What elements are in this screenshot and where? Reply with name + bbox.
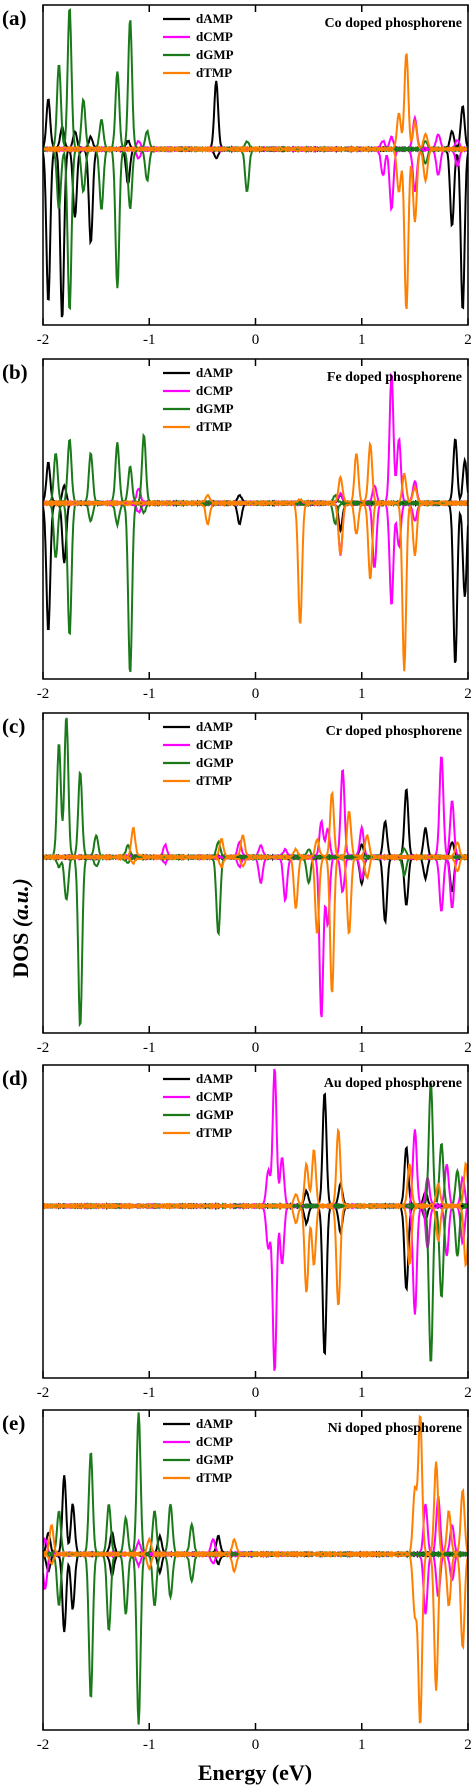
panel-a: -2 -1 0 1 2 (a) Co doped phosphorene dAMP dCMP dG…: [2, 4, 472, 348]
legend-entry: dTMP: [196, 1125, 232, 1140]
x-tick-label: 0: [252, 1040, 260, 1056]
series-dAMP-down: [43, 854, 468, 926]
x-tick-label: 2: [464, 332, 472, 348]
panel-letter: (c): [2, 714, 25, 738]
series-dTMP-down: [43, 500, 468, 672]
legend-entry: dTMP: [196, 419, 232, 434]
x-tick-label: 2: [464, 686, 472, 702]
series-dGMP-down: [43, 500, 468, 673]
series-dGMP-down: [43, 1551, 468, 1725]
legend-entry: dCMP: [196, 1089, 233, 1104]
panel-d: -2 -1 0 1 2 (d) Au doped phosphorene dAMP dCMP dG…: [2, 1064, 472, 1401]
series-dCMP-down: [43, 500, 468, 605]
series-dTMP-down: [43, 1203, 468, 1306]
series-dTMP-up: [43, 53, 468, 151]
panel-letter: (a): [2, 6, 27, 30]
x-tick-label: -1: [143, 1737, 156, 1753]
panel-title: Au doped phosphorene: [324, 1076, 462, 1091]
x-tick-label: 1: [358, 686, 366, 702]
legend-entry: dAMP: [196, 1071, 233, 1086]
series-dAMP-up: [43, 788, 468, 859]
x-tick-label: 1: [358, 1040, 366, 1056]
panel-title: Ni doped phosphorene: [328, 1421, 462, 1436]
legend-entry: dAMP: [196, 719, 233, 734]
legend-entry: dCMP: [196, 29, 233, 44]
legend-entry: dCMP: [196, 383, 233, 398]
series-dCMP-up: [43, 114, 468, 152]
x-tick-label: -1: [143, 1385, 156, 1401]
x-tick-label: 0: [252, 1385, 260, 1401]
panel-b: -2 -1 0 1 2 (b) Fe doped phosphorene dAMP dCMP dG…: [2, 358, 472, 702]
series-dAMP-down: [43, 1203, 468, 1356]
x-tick-label: 0: [252, 332, 260, 348]
x-tick-label: 2: [464, 1385, 472, 1401]
y-axis-label: DOS (a.u.): [8, 878, 33, 978]
legend-entry: dGMP: [196, 1107, 234, 1122]
panel-letter: (d): [2, 1066, 28, 1090]
legend-entry: dGMP: [196, 1452, 234, 1467]
x-tick-label: 1: [358, 332, 366, 348]
legend-entry: dGMP: [196, 47, 234, 62]
series-dAMP-down: [43, 500, 468, 664]
legend-entry: dTMP: [196, 1470, 232, 1485]
panel-e: -2 -1 0 1 2 (e) Ni doped phosphorene dAMP dCMP dG…: [2, 1409, 472, 1753]
x-tick-label: 2: [464, 1737, 472, 1753]
x-tick-label: -1: [143, 332, 156, 348]
series-dAMP-up: [43, 1092, 468, 1208]
plot-frame: [42, 358, 469, 680]
x-tick-label: -2: [37, 1385, 50, 1401]
legend-entry: dAMP: [196, 11, 233, 26]
series-dGMP-up: [43, 432, 468, 506]
x-tick-label: -2: [37, 1737, 50, 1753]
panel-title: Cr doped phosphorene: [326, 724, 462, 739]
x-tick-label: 1: [358, 1737, 366, 1753]
x-tick-label: 0: [252, 1737, 260, 1753]
legend-entry: dCMP: [196, 1434, 233, 1449]
series-dCMP-up: [43, 372, 468, 505]
x-tick-label: -2: [37, 332, 50, 348]
series-dTMP-down: [43, 854, 468, 993]
x-tick-label: 0: [252, 686, 260, 702]
plot-frame: [42, 1064, 469, 1379]
series-dTMP-up: [43, 790, 468, 859]
panel-c: -2 -1 0 1 2 (c) Cr doped phosphorene dAMP dCMP dG…: [2, 712, 472, 1056]
plot-frame: [42, 1409, 469, 1731]
series-dTMP-up: [43, 1127, 468, 1208]
legend-entry: dGMP: [196, 755, 234, 770]
panel-title: Fe doped phosphorene: [327, 370, 462, 385]
series-dTMP-up: [43, 440, 468, 505]
x-tick-label: 1: [358, 1385, 366, 1401]
series-dAMP-up: [43, 438, 468, 506]
x-tick-label: -2: [37, 1040, 50, 1056]
x-tick-label: -1: [143, 1040, 156, 1056]
x-tick-label: 2: [464, 1040, 472, 1056]
legend-entry: dCMP: [196, 737, 233, 752]
x-tick-label: -1: [143, 686, 156, 702]
legend-entry: dTMP: [196, 65, 232, 80]
panel-letter: (b): [2, 360, 28, 384]
series-dTMP-down: [43, 1551, 468, 1724]
panel-title: Co doped phosphorene: [325, 16, 462, 31]
legend-entry: dGMP: [196, 401, 234, 416]
panel-letter: (e): [2, 1411, 25, 1435]
legend-entry: dTMP: [196, 773, 232, 788]
legend-entry: dAMP: [196, 1416, 233, 1431]
x-axis-label: Energy (eV): [198, 1760, 312, 1785]
x-tick-label: -2: [37, 686, 50, 702]
panels: -2 -1 0 1 2 (a) Co doped phosphorene dAMP dCMP dG…: [2, 4, 472, 1753]
series-dTMP-down: [43, 146, 468, 310]
legend-entry: dAMP: [196, 365, 233, 380]
